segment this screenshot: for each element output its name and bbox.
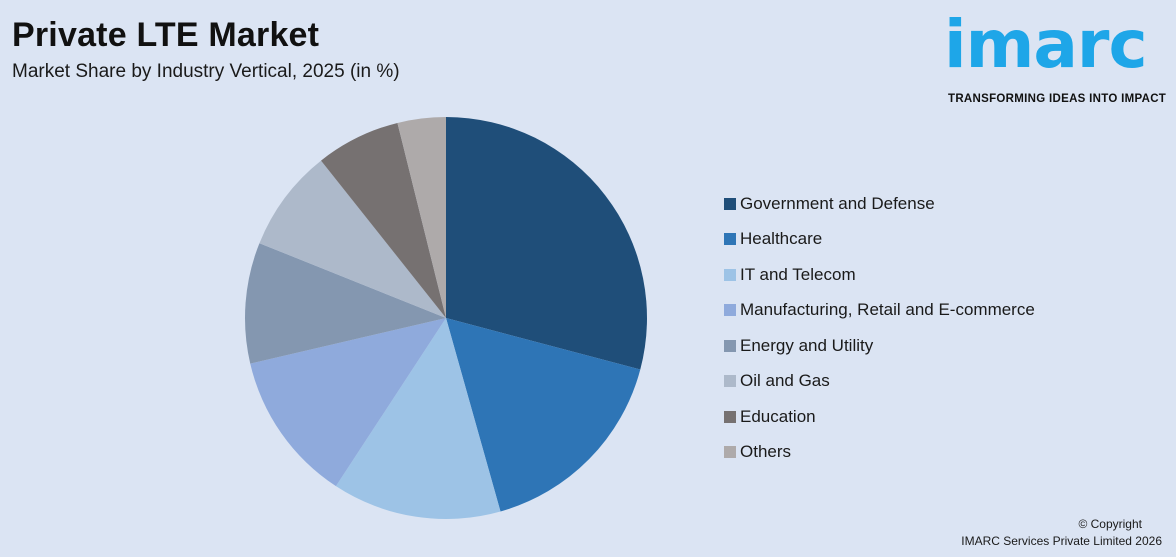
pie-slice-it-and-telecom xyxy=(335,318,501,519)
legend-swatch xyxy=(724,268,736,281)
legend-label: Education xyxy=(740,406,816,426)
legend-swatch xyxy=(724,375,736,388)
legend-label: Government and Defense xyxy=(740,193,935,213)
legend-label: Others xyxy=(740,442,792,462)
logo-wordmark: imarc xyxy=(944,6,1148,83)
legend-swatch xyxy=(724,410,736,423)
pie-slice-education xyxy=(321,122,446,318)
legend-swatch xyxy=(724,339,736,352)
imarc-logo: imarc TRANSFORMING IDEAS INTO IMPACT xyxy=(944,10,1172,110)
legend-swatch xyxy=(724,233,736,246)
legend-label: Healthcare xyxy=(740,229,823,249)
pie-slice-energy-and-utility xyxy=(245,243,446,364)
chart-subtitle: Market Share by Industry Vertical, 2025 … xyxy=(12,61,400,82)
legend-swatch xyxy=(724,304,736,317)
pie-slice-oil-and-gas xyxy=(259,160,446,318)
pie-slice-government-and-defense xyxy=(446,117,647,370)
pie-slices xyxy=(245,117,647,519)
pie-slice-healthcare xyxy=(446,318,641,512)
legend-item: Energy and Utility xyxy=(724,328,1035,364)
chart-legend: Government and Defense Healthcare IT and T… xyxy=(724,186,1035,470)
legend-label: Energy and Utility xyxy=(740,335,874,355)
pie-slice-others xyxy=(397,117,446,318)
logo-tagline: TRANSFORMING IDEAS INTO IMPACT xyxy=(948,93,1167,105)
legend-item: Education xyxy=(724,399,1035,435)
legend-swatch xyxy=(724,446,736,459)
copyright-line2: IMARC Services Private Limited 2026 xyxy=(961,534,1162,548)
copyright-line1: © Copyright xyxy=(1078,517,1142,531)
legend-item: IT and Telecom xyxy=(724,257,1035,293)
legend-item: Manufacturing, Retail and E-commerce xyxy=(724,293,1035,329)
legend-label: Oil and Gas xyxy=(740,371,830,391)
legend-item: Others xyxy=(724,435,1035,471)
legend-item: Government and Defense xyxy=(724,186,1035,222)
legend-label: Manufacturing, Retail and E-commerce xyxy=(740,300,1035,320)
copyright-notice: © Copyright IMARC Services Private Limit… xyxy=(961,516,1162,550)
legend-label: IT and Telecom xyxy=(740,264,856,284)
legend-item: Healthcare xyxy=(724,222,1035,258)
chart-title: Private LTE Market xyxy=(12,16,320,54)
pie-slice-manufacturing-retail-and-e-commerce xyxy=(250,318,446,487)
legend-swatch xyxy=(724,197,736,210)
legend-item: Oil and Gas xyxy=(724,364,1035,400)
